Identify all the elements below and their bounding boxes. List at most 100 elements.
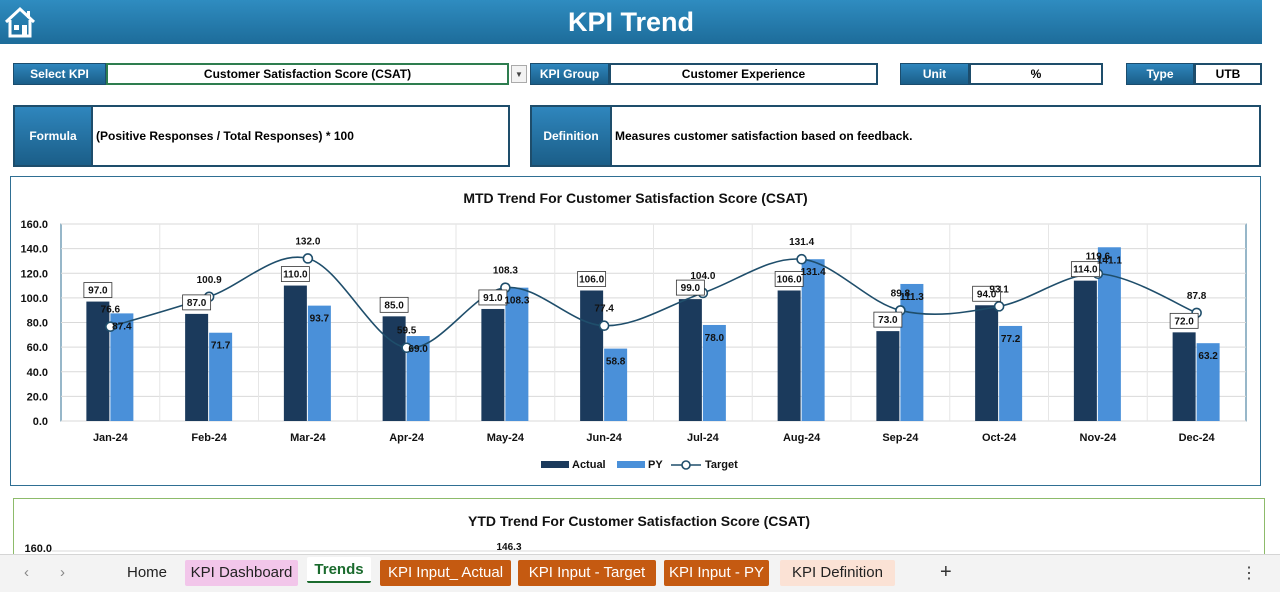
py-data-label: 87.4 [112,321,132,332]
target-marker [796,253,807,265]
actual-label-box [577,271,607,287]
x-tick-label: Mar-24 [290,432,326,444]
y-tick-label: 140.0 [20,244,48,256]
more-options-icon[interactable]: ⋮ [1241,565,1257,582]
sheet-tab-bar: ‹ › Home KPI Dashboard Trends KPI Input_ Ac… [0,554,1280,592]
target-data-label: 59.5 [397,326,417,337]
actual-label-box [972,285,1002,302]
target-data-label: 104.0 [690,271,715,282]
target-data-label: 93.1 [989,284,1009,295]
select-kpi-dropdown[interactable]: Customer Satisfaction Score (CSAT) [106,63,509,85]
py-bar [505,287,529,421]
py-bar [999,325,1023,421]
py-bar [209,332,233,421]
chevron-down-icon[interactable]: ▼ [511,65,527,83]
sheet-tab-kpi-input-py[interactable]: KPI Input - PY [664,560,769,586]
actual-data-label: 106.0 [579,274,604,285]
page-title: KPI Trend [567,7,695,37]
actual-label-box [774,271,804,287]
type-label: Type [1126,63,1194,85]
py-data-label: 58.8 [606,357,626,368]
actual-label-box [1070,261,1100,278]
type-field: Type UTB [1126,63,1262,85]
legend-label-py: PY [648,459,663,471]
actual-bar [678,299,702,421]
actual-data-label: 99.0 [681,283,701,294]
sheet-tab-kpi-input-target[interactable]: KPI Input - Target [518,560,656,586]
py-bar [1196,343,1220,421]
py-data-label: 111.3 [900,292,924,303]
unit-field: Unit % [900,63,1103,85]
x-tick-label: Nov-24 [1080,432,1118,444]
target-data-label: 132.0 [295,236,320,247]
target-data-label: 119.6 [1086,252,1111,263]
py-bar [406,336,430,421]
py-bar [604,348,628,421]
actual-bar [1073,280,1097,421]
add-sheet-button[interactable]: + [940,561,952,583]
kpi-group-field: KPI Group Customer Experience [530,63,878,85]
ytd-chart: 160.0 146.3 [24,542,1250,555]
scroll-left-icon[interactable]: ‹ [24,564,29,581]
py-bar [900,283,924,421]
py-bar [110,313,134,421]
sheet-tab-home[interactable]: Home [120,560,174,586]
actual-data-label: 110.0 [283,270,308,281]
target-marker [993,301,1005,312]
y-tick-label: 80.0 [27,318,48,330]
py-data-label: 71.7 [211,341,231,352]
actual-data-label: 73.0 [878,315,898,326]
legend-label-target: Target [705,459,738,471]
legend-swatch-py [617,461,645,468]
sheet-tab-kpi-input-actual[interactable]: KPI Input_ Actual [380,560,511,586]
home-icon[interactable] [2,4,38,40]
select-kpi-label: Select KPI [13,63,106,85]
actual-data-label: 94.0 [977,289,997,300]
target-marker [105,321,116,332]
ytd-y-tick: 160.0 [24,543,52,555]
target-data-label: 100.9 [197,275,222,286]
legend-label-actual: Actual [572,459,606,471]
title-banner: KPI Trend [0,0,1262,44]
unit-label: Unit [900,63,969,85]
actual-bar [876,331,900,421]
x-tick-label: Sep-24 [882,432,919,444]
target-marker [401,342,412,354]
kpi-group-value: Customer Experience [609,63,878,85]
actual-label-box [675,279,705,296]
ytd-data-label: 146.3 [496,542,521,553]
target-data-label: 108.3 [493,266,518,277]
legend-marker-target [681,460,691,470]
scroll-right-icon[interactable]: › [60,564,65,581]
kpi-group-label: KPI Group [530,63,609,85]
py-data-label: 63.2 [1198,351,1218,362]
actual-label-box [182,294,212,311]
y-tick-label: 120.0 [20,268,48,280]
sheet-tab-kpi-dashboard[interactable]: KPI Dashboard [185,560,298,586]
actual-data-label: 97.0 [88,286,108,297]
actual-bar [975,305,999,421]
target-marker [598,320,610,332]
py-data-label: 108.3 [504,296,529,307]
x-tick-label: Apr-24 [389,432,425,444]
y-tick-label: 0.0 [33,416,48,428]
actual-bar [481,308,505,421]
py-data-label: 141.1 [1097,255,1122,266]
actual-label-box [379,296,409,313]
formula-label: Formula [15,107,91,165]
actual-data-label: 91.0 [483,293,503,304]
sheet-tab-trends[interactable]: Trends [307,557,371,583]
actual-bar [283,285,307,421]
sheet-tab-kpi-definition[interactable]: KPI Definition [780,560,895,586]
formula-box: Formula (Positive Responses / Total Resp… [13,105,510,167]
x-tick-label: Aug-24 [783,432,821,444]
y-tick-label: 160.0 [20,219,48,231]
definition-label: Definition [532,107,610,165]
ytd-chart-title: YTD Trend For Customer Satisfaction Scor… [467,513,810,529]
actual-data-label: 87.0 [187,298,207,309]
legend-swatch-actual [541,461,569,468]
actual-bar [777,290,801,421]
type-value: UTB [1194,63,1262,85]
y-tick-label: 60.0 [27,342,48,354]
definition-text: Measures customer satisfaction based on … [610,107,1259,165]
